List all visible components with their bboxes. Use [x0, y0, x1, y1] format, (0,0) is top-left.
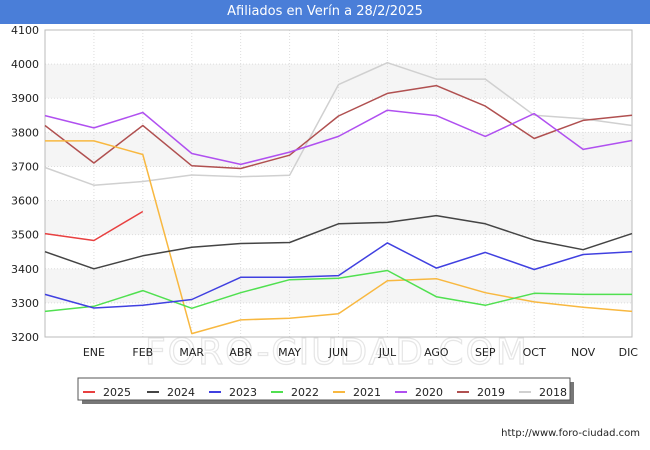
- x-tick-label: OCT: [523, 346, 546, 359]
- x-tick-label: MAR: [179, 346, 204, 359]
- legend-label-2022: 2022: [291, 386, 319, 399]
- series-line-2021: [45, 140, 633, 335]
- y-tick-label: 4000: [11, 58, 39, 71]
- plot-frame: [44, 29, 633, 338]
- x-tick-label: JUN: [328, 346, 349, 359]
- series-lines: [44, 61, 633, 335]
- watermark: FORO-CIUDAD.COM: [145, 332, 529, 373]
- footer-url: http://www.foro-ciudad.com: [501, 428, 640, 439]
- legend-label-2024: 2024: [167, 386, 195, 399]
- series-line-2025: [44, 210, 144, 242]
- y-tick-label: 3300: [11, 297, 39, 310]
- x-tick-label: FEB: [132, 346, 153, 359]
- grid-lines: [44, 29, 633, 338]
- series-line-2019: [44, 84, 633, 170]
- x-tick-label: JUL: [378, 346, 397, 359]
- y-tick-label: 3400: [11, 263, 39, 276]
- y-tick-label: 4100: [11, 24, 39, 37]
- legend-label-2019: 2019: [477, 386, 505, 399]
- y-tick-label: 3200: [11, 331, 39, 344]
- x-tick-label: MAY: [278, 346, 301, 359]
- x-tick-label: ABR: [229, 346, 252, 359]
- y-tick-label: 3900: [11, 92, 39, 105]
- series-line-2018: [44, 61, 633, 186]
- plot-band: [45, 132, 632, 167]
- legend-box: [77, 377, 571, 401]
- x-tick-label: ENE: [83, 346, 105, 359]
- series-line-2023: [44, 242, 633, 309]
- y-tick-label: 3800: [11, 126, 39, 139]
- y-tick-label: 3700: [11, 160, 39, 173]
- series-line-2020: [44, 109, 633, 166]
- x-tick-label: DIC: [619, 346, 639, 359]
- y-tick-label: 3500: [11, 229, 39, 242]
- x-tick-label: NOV: [571, 346, 596, 359]
- series-line-2022: [44, 269, 632, 313]
- legend-label-2018: 2018: [539, 386, 567, 399]
- x-axis-labels: ENE FEB MAR ABR MAY JUN JUL AGO SEP OCT NOV DIC: [83, 346, 638, 359]
- x-tick-label: SEP: [475, 346, 496, 359]
- legend-label-2023: 2023: [229, 386, 257, 399]
- chart-title: Afiliados en Verín a 28/2/2025: [227, 4, 423, 19]
- legend-label-2021: 2021: [353, 386, 381, 399]
- legend-label-2020: 2020: [415, 386, 443, 399]
- series-line-2024: [44, 214, 633, 270]
- x-tick-label: AGO: [424, 346, 449, 359]
- y-axis-labels: 3200 3300 3400 3500 3600 3700 3800 3900 4000 4100: [11, 24, 39, 344]
- legend: 2025 2024 2023 2022 2021 2020 2019 2018: [77, 377, 574, 404]
- y-tick-label: 3600: [11, 195, 39, 208]
- title-bar: [0, 0, 650, 24]
- legend-label-2025: 2025: [103, 386, 131, 399]
